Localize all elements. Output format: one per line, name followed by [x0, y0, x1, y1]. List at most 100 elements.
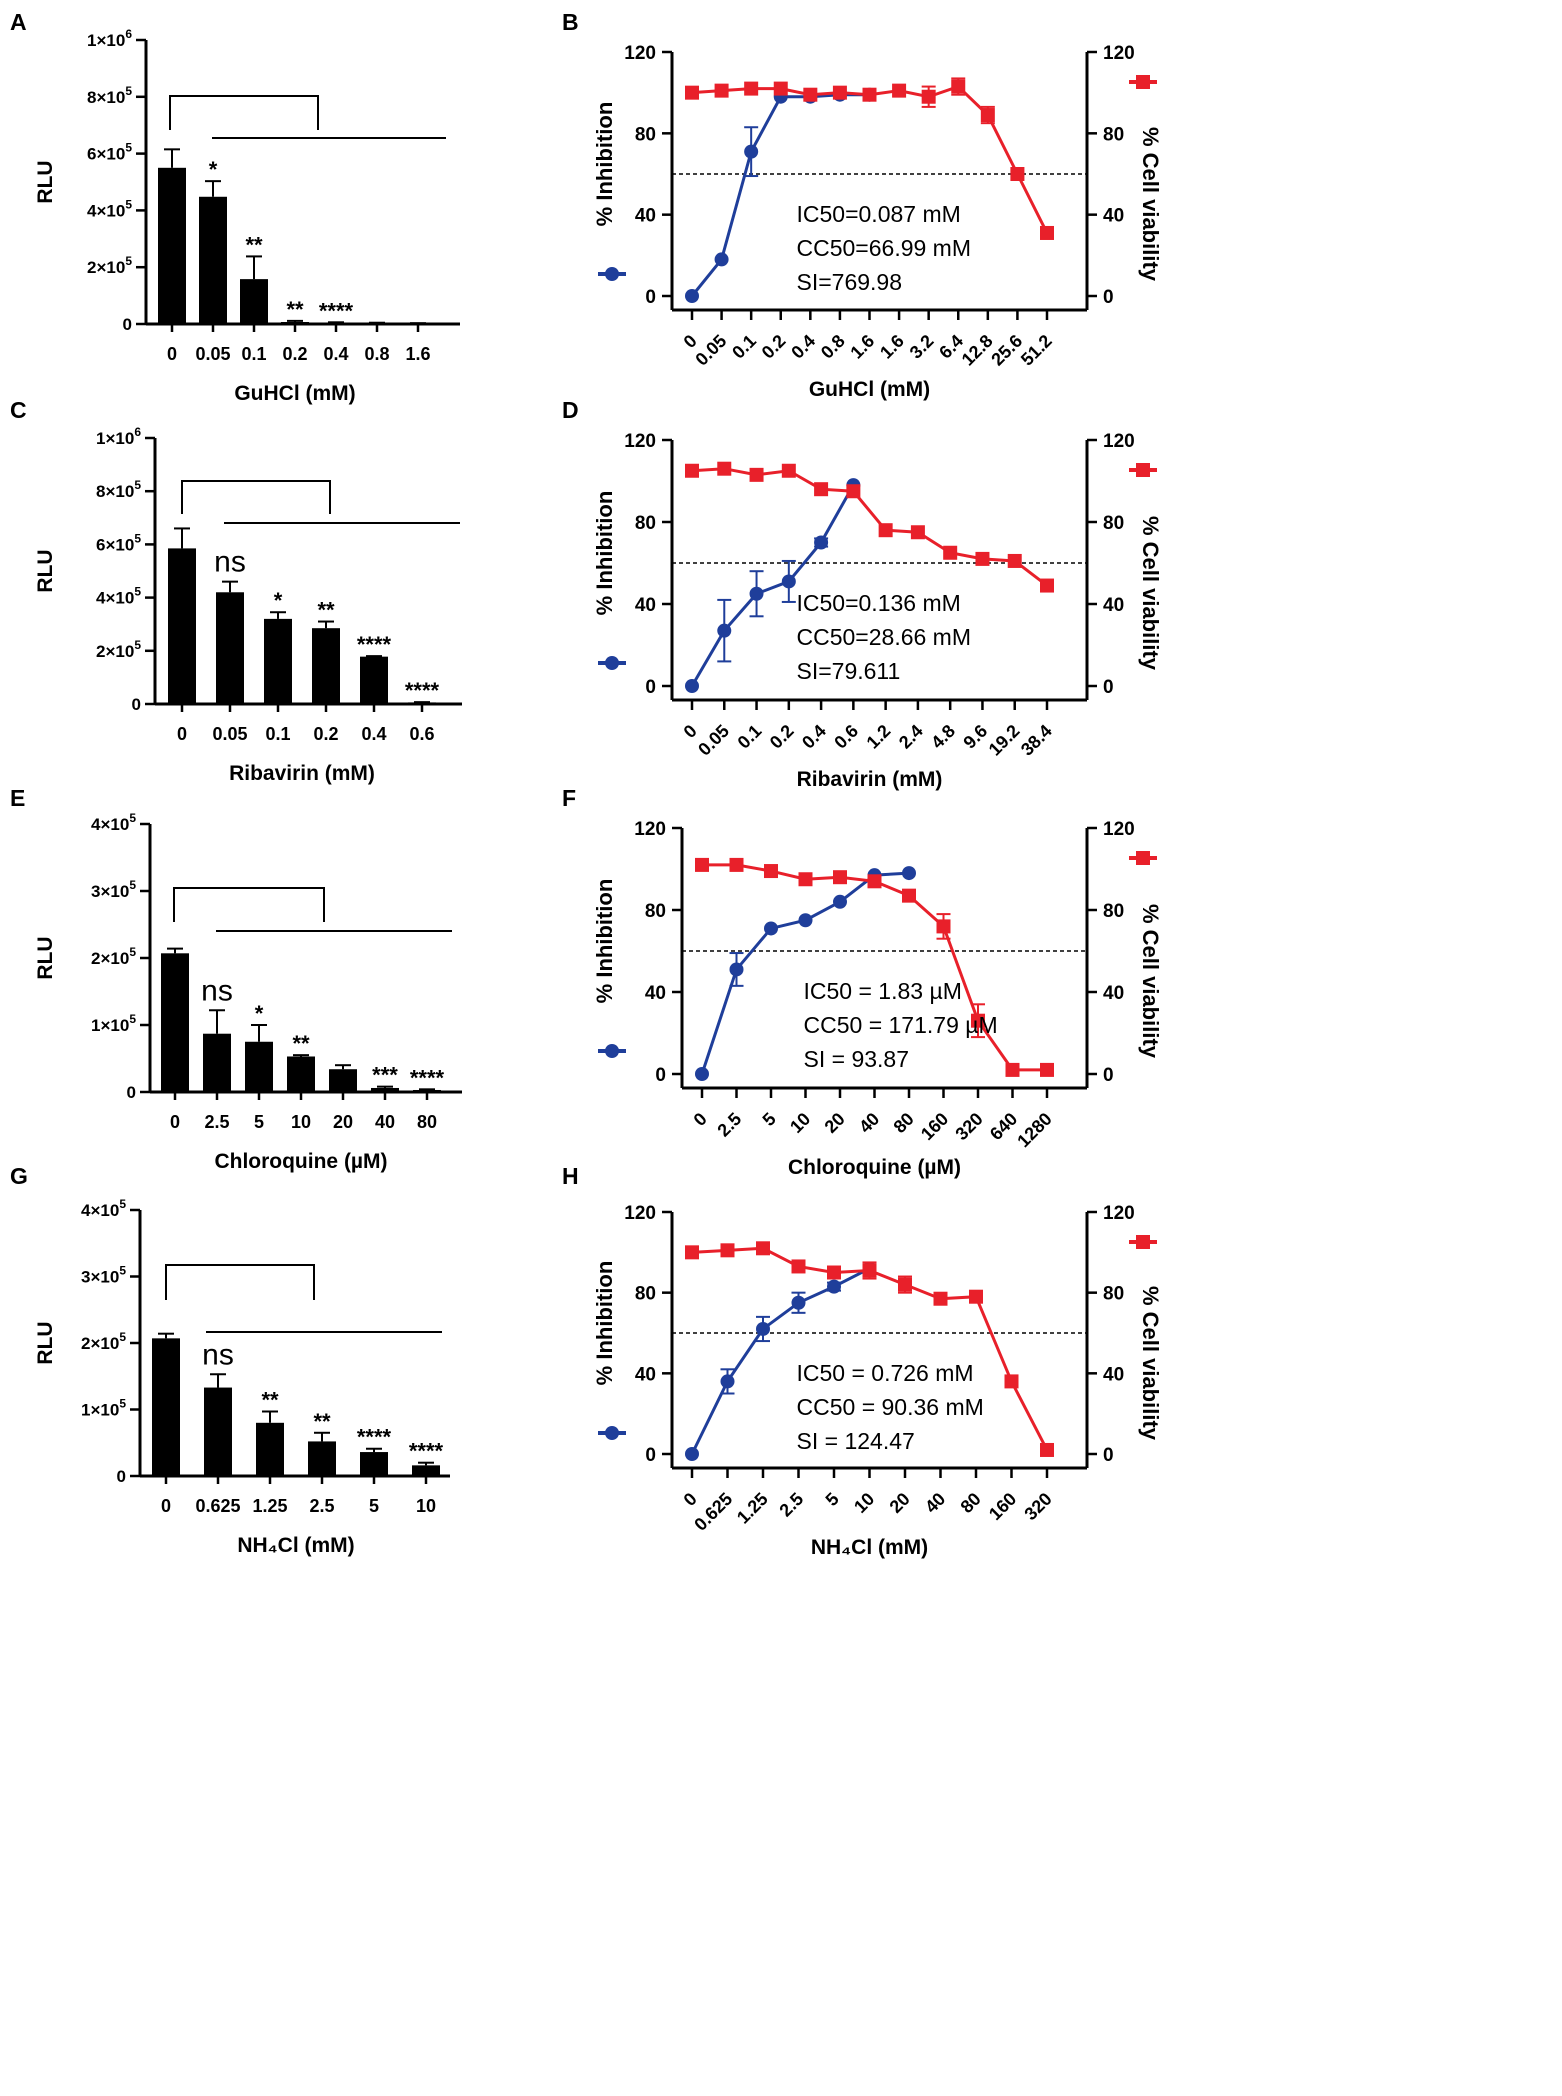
x-tick-label: 1.6: [846, 331, 878, 363]
y-tick-label: 1×106: [96, 425, 141, 448]
x-axis-title: Ribavirin (mM): [229, 762, 375, 785]
legend-marker-inhibition: [605, 267, 619, 281]
bar: [203, 1033, 231, 1092]
y-axis-title-left: % Inhibition: [592, 491, 617, 616]
bar: [287, 1056, 315, 1092]
bar: [329, 1069, 357, 1092]
data-point: [867, 874, 882, 889]
y-tick-label: 4×105: [87, 197, 132, 220]
bar: [161, 953, 189, 1092]
bar: [264, 618, 292, 704]
y-tick-label: 4×105: [96, 585, 141, 608]
x-tick-label: 0: [170, 1112, 180, 1132]
data-point: [695, 857, 709, 872]
significance-label: **: [313, 1409, 331, 1434]
bar: [312, 628, 340, 704]
data-point: [685, 679, 699, 693]
bar: [371, 1087, 399, 1092]
y-tick-label: 0: [117, 1467, 126, 1486]
panel-letter: G: [10, 1163, 28, 1189]
data-point: [714, 252, 729, 267]
x-tick-label: 40: [375, 1112, 395, 1132]
x-tick-label: 0.625: [195, 1496, 240, 1516]
comparison-bracket: [169, 95, 319, 130]
data-point: [744, 81, 759, 96]
x-tick-label: 0: [690, 1109, 711, 1130]
significance-label: ns: [202, 1338, 234, 1371]
data-point: [764, 864, 778, 879]
x-tick-label: 51.2: [1017, 331, 1056, 370]
annotation-text: IC50=0.136 mM: [797, 590, 961, 616]
bar: [281, 322, 309, 324]
x-tick-label: 20: [821, 1109, 849, 1137]
x-axis-title: Chloroquine (µM): [788, 1156, 961, 1179]
y-tick-label: 6×105: [96, 531, 141, 554]
y-tick-label-right: 0: [1103, 287, 1114, 308]
x-tick-label: 0.4: [787, 331, 819, 363]
data-point: [975, 551, 990, 566]
significance-label: **: [286, 297, 304, 322]
y-tick-label-right: 120: [1103, 1203, 1135, 1224]
x-tick-label: 160: [917, 1109, 952, 1144]
data-point: [969, 1289, 983, 1304]
x-tick-label: 5: [822, 1489, 843, 1510]
x-tick-label: 0: [167, 344, 177, 364]
x-axis-title: GuHCl (mM): [234, 382, 355, 405]
data-point: [1007, 553, 1022, 568]
panel-letter: C: [10, 397, 27, 423]
data-point: [729, 857, 744, 872]
y-tick-label-right: 80: [1103, 124, 1124, 145]
significance-label: **: [261, 1387, 279, 1412]
x-tick-label: 10: [291, 1112, 311, 1132]
data-point: [936, 919, 951, 934]
series-line: [690, 93, 870, 297]
annotation-text: CC50=66.99 mM: [797, 235, 972, 261]
x-tick-label: 0.2: [758, 331, 790, 363]
data-point: [1040, 225, 1054, 240]
data-point: [717, 623, 732, 638]
y-axis-title: RLU: [34, 160, 57, 203]
bar: [360, 656, 388, 704]
bar: [245, 1041, 273, 1092]
x-tick-label: 5: [369, 1496, 379, 1516]
data-point: [685, 1447, 699, 1461]
y-tick-label-left: 80: [635, 124, 656, 145]
data-point: [685, 463, 699, 478]
y-tick-label: 4×105: [81, 1197, 126, 1220]
x-tick-label: 1280: [1013, 1109, 1055, 1151]
data-point: [729, 962, 744, 977]
y-tick-label-right: 0: [1103, 1065, 1114, 1086]
x-tick-label: 2.5: [309, 1496, 334, 1516]
x-tick-label: 0.4: [323, 344, 348, 364]
series-line: [691, 467, 1048, 587]
panel-letter: F: [562, 785, 576, 811]
bar: [256, 1422, 284, 1476]
panel-A: A 0 2×105 4×105 6×105 8×105 1×106 0 0.05 * 0.1 ** 0.…: [10, 9, 460, 405]
data-point: [814, 482, 829, 497]
x-tick-label: 160: [985, 1489, 1020, 1524]
x-tick-label: 1.25: [252, 1496, 287, 1516]
data-point: [910, 525, 925, 540]
x-tick-label: 40: [855, 1109, 883, 1137]
y-tick-label: 6×105: [87, 141, 132, 164]
bar: [408, 702, 436, 704]
x-tick-label: 0.6: [830, 721, 862, 753]
x-tick-label: 40: [921, 1489, 949, 1517]
data-point: [902, 866, 916, 881]
x-tick-label: 10: [786, 1109, 814, 1137]
significance-label: ***: [372, 1063, 398, 1088]
y-axis-title: RLU: [34, 549, 57, 592]
data-point: [1004, 1374, 1019, 1389]
y-tick-label-left: 40: [635, 206, 656, 227]
x-tick-label: 0.1: [241, 344, 266, 364]
significance-label: ****: [409, 1439, 444, 1464]
y-tick-label: 8×105: [96, 478, 141, 501]
comparison-bracket: [181, 480, 331, 514]
y-tick-label-left: 0: [645, 677, 656, 698]
data-point: [898, 1277, 912, 1292]
x-tick-label: 0: [161, 1496, 171, 1516]
